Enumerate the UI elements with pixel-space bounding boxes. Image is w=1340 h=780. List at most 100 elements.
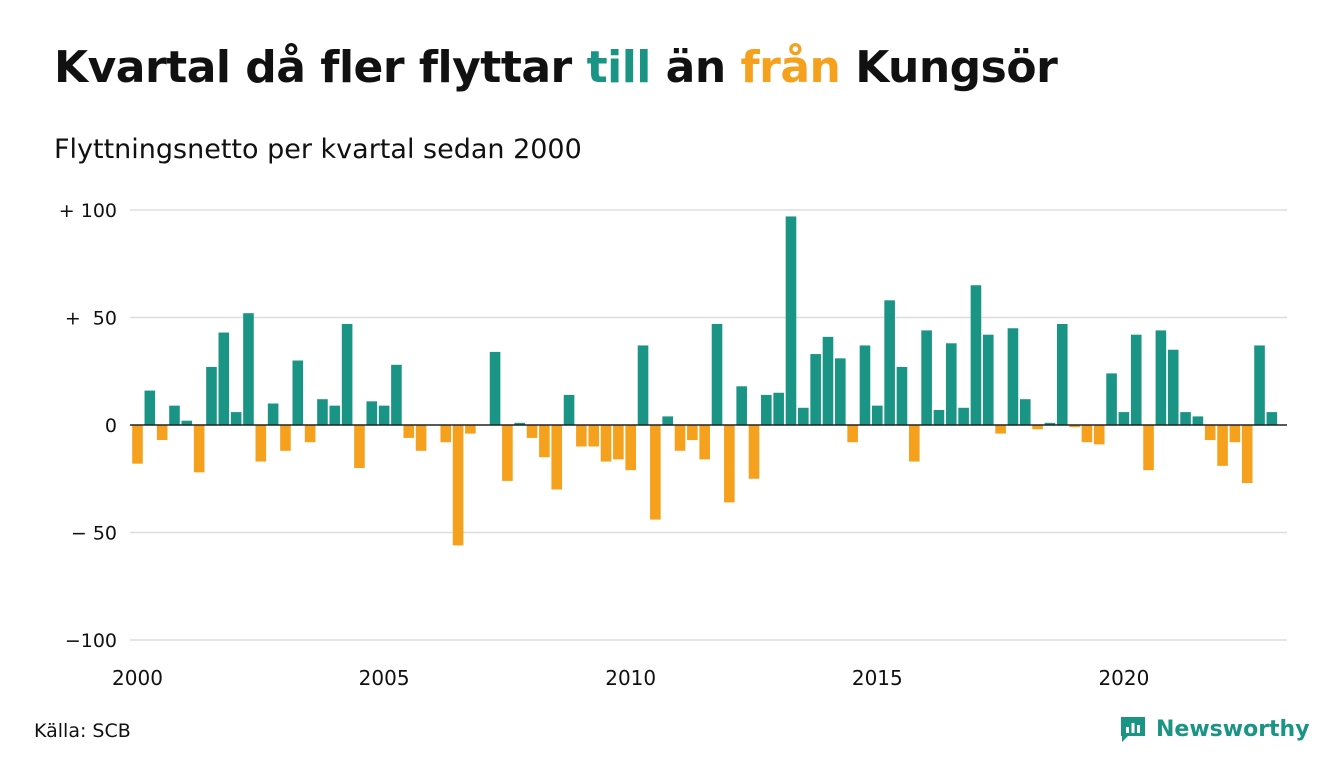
bar [243, 313, 254, 425]
bar [329, 405, 341, 425]
y-tick-label: − 50 [71, 523, 117, 545]
bar [662, 416, 673, 425]
bar [366, 401, 378, 425]
bar [1069, 425, 1080, 428]
bar [415, 425, 427, 451]
bar [1143, 425, 1154, 471]
x-tick-label: 2000 [112, 666, 163, 690]
bar [267, 403, 279, 425]
bar [1229, 425, 1241, 443]
bar [563, 394, 575, 425]
bar [958, 407, 969, 425]
bar [613, 425, 624, 460]
bar [539, 425, 550, 458]
bar [810, 354, 821, 425]
y-tick-label: 0 [105, 415, 117, 437]
bar [465, 425, 476, 434]
bar [847, 425, 858, 443]
bars [132, 216, 1278, 546]
bar [378, 405, 390, 425]
bar [650, 425, 661, 520]
bar [452, 425, 464, 546]
bar [304, 425, 316, 443]
gridlines [130, 209, 1287, 641]
bar [724, 425, 735, 503]
bar [822, 336, 834, 425]
bar [785, 216, 797, 425]
bar [230, 412, 242, 425]
bar [218, 332, 230, 425]
y-tick-label: + 100 [59, 200, 117, 222]
bar [526, 425, 538, 438]
brand-logo: Newsworthy [1118, 714, 1310, 744]
chart-title: Kvartal då fler flyttar till än från Kun… [54, 42, 1058, 95]
bar [1130, 334, 1142, 425]
bar [317, 399, 328, 425]
bar [711, 323, 723, 425]
brand-name: Newsworthy [1156, 716, 1310, 742]
x-axis-labels: 2000 2005 2010 2015 2020 [112, 666, 1149, 690]
bar [835, 358, 846, 425]
newsworthy-logo-icon [1121, 717, 1145, 742]
bar [884, 300, 895, 425]
bar [156, 425, 168, 441]
bar [1204, 425, 1216, 441]
bar [206, 366, 217, 425]
bar [859, 345, 871, 425]
bar [391, 364, 402, 425]
bar [1266, 412, 1278, 425]
bar [502, 425, 513, 481]
bar [280, 425, 291, 451]
bar [354, 425, 365, 468]
bar [761, 394, 772, 425]
x-tick-label: 2015 [852, 666, 903, 690]
bar [255, 425, 267, 462]
x-tick-label: 2020 [1098, 666, 1149, 690]
bar [945, 343, 957, 425]
bar [132, 425, 143, 464]
bar [181, 420, 193, 425]
bar [169, 405, 180, 425]
bar [440, 425, 452, 443]
bar [514, 422, 526, 425]
bar [1044, 422, 1056, 425]
bar [489, 351, 501, 425]
bar [687, 425, 698, 441]
title-part-2: än [650, 42, 741, 93]
bar [625, 425, 636, 471]
y-tick-label: + 50 [65, 308, 117, 330]
y-axis-labels: + 100 + 50 0 − 50 −100 [59, 200, 117, 652]
bar [773, 392, 784, 425]
title-part-1: Kvartal då fler flyttar [54, 42, 587, 93]
bar [699, 425, 710, 460]
bar [551, 425, 563, 490]
bar [1007, 328, 1019, 425]
bar [736, 386, 747, 425]
bar [1093, 425, 1105, 445]
bar [798, 407, 809, 425]
bar [193, 425, 205, 473]
bar [1019, 399, 1031, 425]
title-word-out: från [740, 42, 841, 93]
title-part-3: Kungsör [840, 42, 1058, 93]
bar [1180, 412, 1191, 425]
bar [1167, 349, 1179, 425]
title-word-in: till [586, 42, 652, 93]
bar [896, 366, 908, 425]
bar [1192, 416, 1204, 425]
bar [292, 360, 304, 425]
bar [933, 409, 945, 425]
bar [1254, 345, 1265, 425]
bar [748, 425, 760, 479]
bar [982, 334, 994, 425]
bar [576, 425, 587, 447]
bar [1241, 425, 1253, 484]
source-note: Källa: SCB [34, 720, 131, 742]
bar [1118, 412, 1130, 425]
bar [1106, 373, 1117, 425]
bar [995, 425, 1006, 434]
x-tick-label: 2005 [359, 666, 410, 690]
bar [403, 425, 415, 438]
bar [1155, 330, 1167, 425]
bar [1217, 425, 1228, 466]
